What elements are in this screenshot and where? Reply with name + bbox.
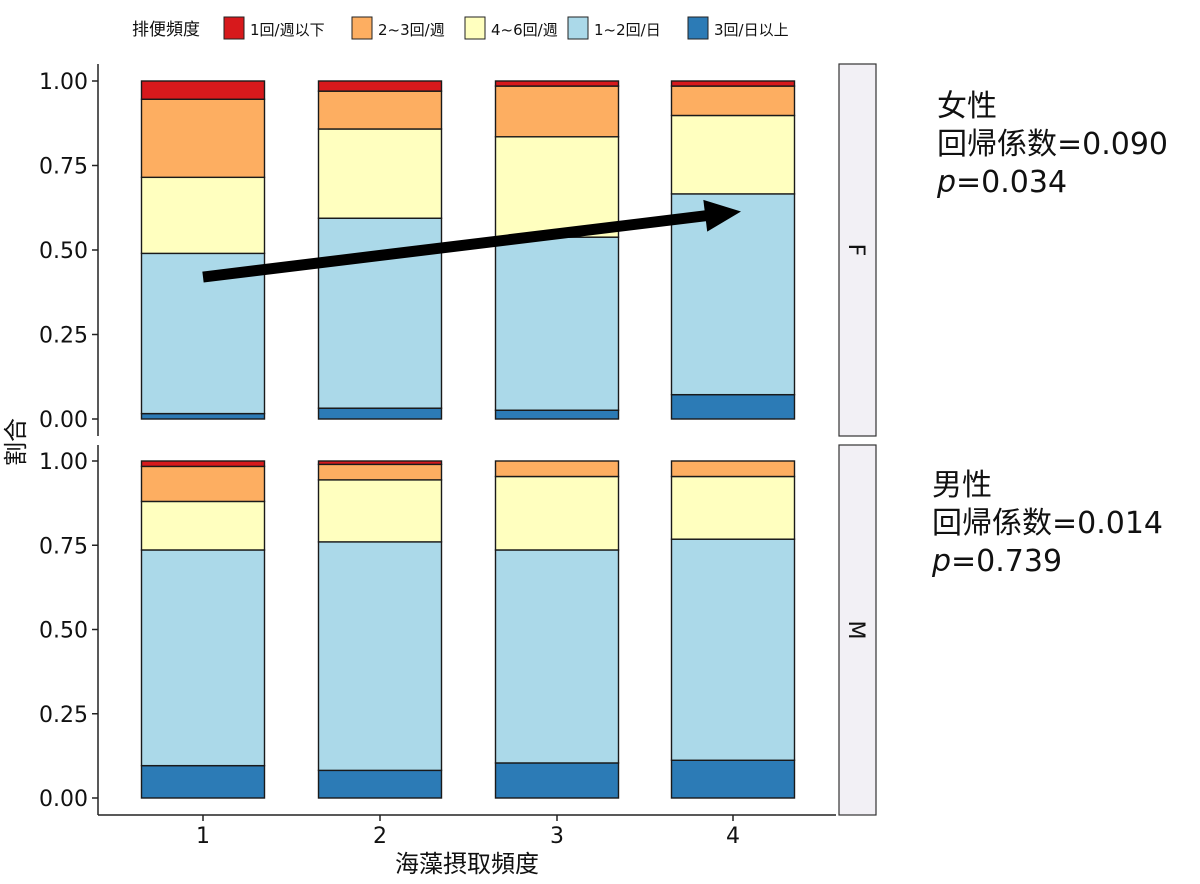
legend-swatch [351, 16, 373, 40]
male-title: 男性 [932, 468, 992, 503]
p-symbol: p [932, 544, 952, 579]
bar-segment [670, 193, 796, 396]
bar-segment [317, 541, 443, 772]
y-tick-label: 0.50 [39, 619, 88, 644]
female-p-value: p=0.034 [937, 164, 1168, 202]
y-tick-label: 0.00 [39, 787, 88, 812]
male-coefficient: 回帰係数=0.014 [932, 506, 1164, 541]
female-p-number: =0.034 [956, 165, 1068, 200]
y-tick-label: 0.00 [39, 408, 88, 433]
y-tick-label: 0.75 [39, 155, 88, 180]
bar-segment [317, 460, 443, 466]
bar-segment [670, 114, 796, 195]
legend-label: 3回/日以上 [714, 21, 789, 39]
trend-arrow [202, 199, 741, 283]
bar-segment [670, 460, 796, 478]
panel-F: 0.00 0.25 0.50 0.75 1.00 F [39, 63, 877, 437]
arrow-head [703, 199, 741, 232]
legend-swatch [223, 16, 245, 40]
legend-swatch [567, 16, 589, 40]
bar-segment [140, 465, 266, 503]
bar-segment [494, 236, 620, 411]
x-tick-label: 1 [196, 824, 210, 849]
female-coefficient: 回帰係数=0.090 [937, 127, 1169, 162]
legend-label: 1回/週以下 [250, 21, 325, 39]
bar-segment [494, 409, 620, 420]
y-tick-label: 1.00 [39, 70, 88, 95]
facet-label: F [843, 244, 868, 257]
legend-swatch [464, 16, 486, 40]
bar-segment [140, 252, 266, 415]
legend-title: 排便頻度 [132, 20, 200, 40]
legend: 排便頻度 1回/週以下 2~3回/週 4~6回/週 1~2回/日 3回/日以上 [132, 16, 789, 40]
male-p-value: p=0.739 [932, 543, 1163, 581]
bar-segment [670, 85, 796, 117]
chart-panels: 0.00 0.25 0.50 0.75 1.00 F 0.00 0.25 0.50 0.75 1.0… [39, 63, 877, 849]
bar-segment [494, 80, 620, 87]
y-tick-label: 1.00 [39, 450, 88, 475]
female-annotation: 女性 回帰係数=0.090 p=0.034 [937, 88, 1168, 202]
bar-segment [670, 538, 796, 761]
bar-segment [140, 80, 266, 100]
bar-segment [670, 80, 796, 87]
bar-segment [317, 80, 443, 92]
bar-segment [140, 764, 266, 799]
bar-segment [317, 90, 443, 130]
bar-segment [317, 479, 443, 543]
facet-strip-bg [838, 444, 877, 816]
y-tick-label: 0.25 [39, 703, 88, 728]
x-tick-label: 3 [550, 824, 564, 849]
legend-swatch [687, 16, 709, 40]
male-p-number: =0.739 [951, 544, 1063, 579]
bar-segment [494, 85, 620, 138]
bar-segment [317, 407, 443, 420]
legend-label: 1~2回/日 [594, 21, 661, 39]
x-tick-label: 2 [373, 824, 387, 849]
bar-segment [140, 500, 266, 551]
bar-segment [670, 475, 796, 540]
bar-segment [494, 475, 620, 551]
bar-segment [140, 412, 266, 420]
legend-label: 4~6回/週 [491, 21, 558, 39]
bar-segment [140, 98, 266, 179]
bar-segment [494, 136, 620, 238]
bar-segment [670, 393, 796, 420]
bar-segment [317, 769, 443, 799]
bar-segment [494, 460, 620, 478]
female-title: 女性 [937, 89, 997, 124]
p-symbol: p [937, 165, 957, 200]
bar-segment [670, 759, 796, 799]
facet-strip-bg [838, 63, 877, 437]
bar-segment [140, 549, 266, 767]
facet-label: M [843, 621, 868, 640]
bar-segment [317, 128, 443, 219]
y-axis-label: 割合 [2, 418, 30, 466]
bar-segment [494, 549, 620, 764]
bar-segment [140, 460, 266, 468]
y-tick-label: 0.50 [39, 239, 88, 264]
bar-segment [494, 762, 620, 799]
facet-strip-M: M [838, 444, 877, 816]
panel-M: 0.00 0.25 0.50 0.75 1.00 M [39, 444, 877, 816]
facet-strip-F: F [838, 63, 877, 437]
bar-segment [317, 463, 443, 481]
male-annotation: 男性 回帰係数=0.014 p=0.739 [932, 467, 1163, 581]
y-tick-label: 0.75 [39, 534, 88, 559]
x-axis-label: 海藻摂取頻度 [395, 850, 539, 878]
legend-label: 2~3回/週 [378, 21, 445, 39]
arrow-shaft [202, 209, 710, 283]
bar-segment [140, 176, 266, 255]
x-tick-label: 4 [726, 824, 740, 849]
y-tick-label: 0.25 [39, 324, 88, 349]
